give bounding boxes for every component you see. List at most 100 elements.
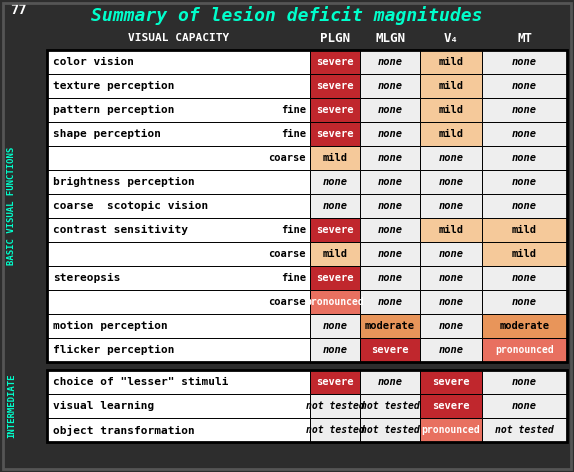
Bar <box>420 170 482 194</box>
Bar <box>360 218 420 242</box>
Text: mild: mild <box>323 249 347 259</box>
Bar <box>482 74 567 98</box>
Bar <box>47 418 310 442</box>
Bar <box>420 74 482 98</box>
Bar <box>47 338 310 362</box>
Bar <box>482 122 567 146</box>
Bar <box>420 290 482 314</box>
Text: pronounced: pronounced <box>305 297 364 307</box>
Text: none: none <box>512 273 537 283</box>
Text: none: none <box>439 249 463 259</box>
Text: pronounced: pronounced <box>422 425 480 435</box>
Text: not tested: not tested <box>305 401 364 411</box>
Bar <box>310 394 360 418</box>
Bar <box>310 194 360 218</box>
Text: severe: severe <box>432 377 470 387</box>
Bar <box>310 338 360 362</box>
Text: mild: mild <box>439 81 463 91</box>
Bar <box>420 394 482 418</box>
Bar <box>482 194 567 218</box>
Bar <box>420 98 482 122</box>
Text: none: none <box>378 81 402 91</box>
Bar <box>310 314 360 338</box>
Text: none: none <box>512 57 537 67</box>
Text: none: none <box>323 345 347 355</box>
Bar <box>47 314 310 338</box>
Text: not tested: not tested <box>360 425 420 435</box>
Text: BASIC VISUAL FUNCTIONS: BASIC VISUAL FUNCTIONS <box>7 147 17 265</box>
Text: none: none <box>323 177 347 187</box>
Bar <box>310 74 360 98</box>
Text: fine: fine <box>281 273 306 283</box>
Bar <box>482 370 567 394</box>
Text: INTERMEDIATE: INTERMEDIATE <box>7 374 17 438</box>
Text: severe: severe <box>316 225 354 235</box>
Text: none: none <box>439 177 463 187</box>
Bar <box>47 370 310 394</box>
Bar <box>360 122 420 146</box>
Text: PLGN: PLGN <box>320 32 350 44</box>
Text: none: none <box>378 177 402 187</box>
Text: severe: severe <box>316 105 354 115</box>
Text: object transformation: object transformation <box>53 424 195 436</box>
Bar <box>482 242 567 266</box>
Bar <box>47 266 310 290</box>
Text: none: none <box>512 105 537 115</box>
Bar <box>360 338 420 362</box>
Text: none: none <box>512 401 537 411</box>
Text: contrast sensitivity: contrast sensitivity <box>53 225 188 235</box>
Bar <box>47 194 310 218</box>
Text: none: none <box>323 321 347 331</box>
Text: brightness perception: brightness perception <box>53 177 195 187</box>
Bar <box>310 170 360 194</box>
Text: severe: severe <box>432 401 470 411</box>
Text: visual learning: visual learning <box>53 401 154 411</box>
Bar <box>47 50 310 74</box>
Text: mild: mild <box>512 249 537 259</box>
Text: coarse: coarse <box>269 249 306 259</box>
Text: mild: mild <box>323 153 347 163</box>
Text: none: none <box>378 273 402 283</box>
Text: coarse: coarse <box>269 153 306 163</box>
Text: none: none <box>439 153 463 163</box>
Text: none: none <box>323 201 347 211</box>
Text: not tested: not tested <box>360 401 420 411</box>
Text: severe: severe <box>371 345 409 355</box>
Bar <box>47 122 310 146</box>
Text: none: none <box>512 177 537 187</box>
Text: coarse: coarse <box>269 297 306 307</box>
Bar <box>360 242 420 266</box>
Text: MT: MT <box>517 32 532 44</box>
Text: severe: severe <box>316 377 354 387</box>
Text: none: none <box>378 105 402 115</box>
Text: 77: 77 <box>10 3 27 17</box>
Bar <box>420 122 482 146</box>
Bar <box>420 194 482 218</box>
Text: mild: mild <box>439 105 463 115</box>
Bar <box>420 218 482 242</box>
Text: none: none <box>439 297 463 307</box>
Bar <box>47 74 310 98</box>
Bar <box>310 242 360 266</box>
Text: flicker perception: flicker perception <box>53 345 174 355</box>
Bar <box>420 338 482 362</box>
Bar <box>420 314 482 338</box>
Bar <box>47 50 567 362</box>
Bar <box>482 394 567 418</box>
Text: fine: fine <box>281 129 306 139</box>
Bar <box>360 50 420 74</box>
Text: none: none <box>378 249 402 259</box>
Bar <box>482 266 567 290</box>
Bar <box>310 290 360 314</box>
Bar <box>310 266 360 290</box>
Text: none: none <box>512 129 537 139</box>
Bar <box>47 218 310 242</box>
Bar <box>360 418 420 442</box>
Bar <box>420 50 482 74</box>
Bar <box>360 314 420 338</box>
Bar <box>360 194 420 218</box>
Bar <box>420 266 482 290</box>
Bar <box>360 370 420 394</box>
Text: pronounced: pronounced <box>495 345 554 355</box>
Text: moderate: moderate <box>499 321 549 331</box>
